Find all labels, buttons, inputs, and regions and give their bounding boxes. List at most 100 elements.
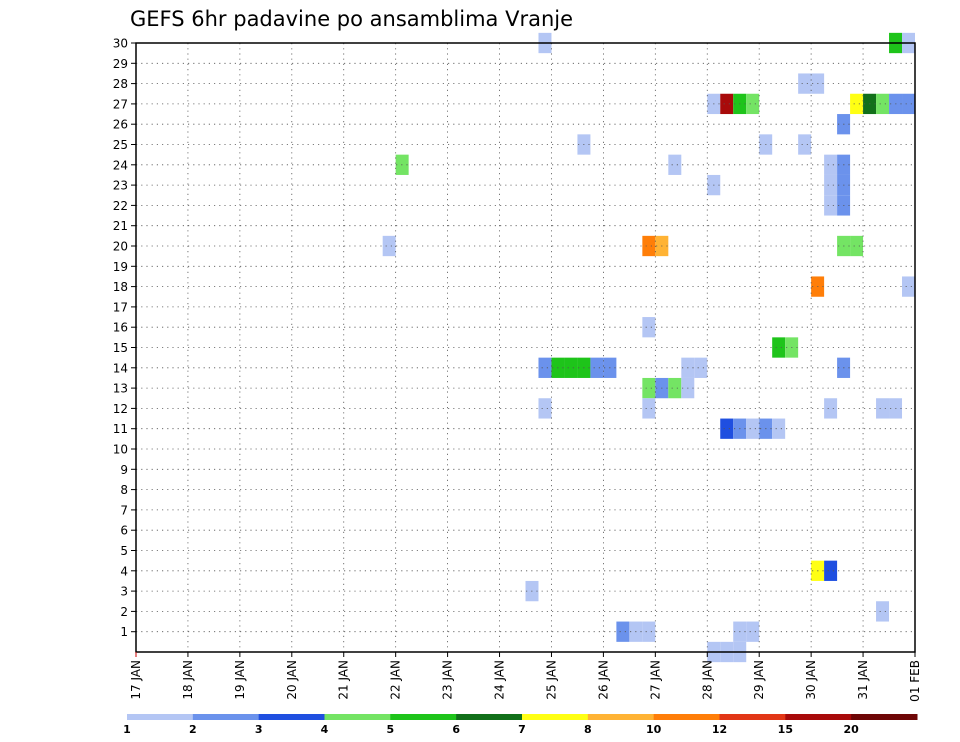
color-legend: 1 2 3 4 5 6 7 8 10 12 15 20 [123, 714, 918, 736]
y-tick-label: 4 [120, 564, 128, 578]
legend-label: 1 [123, 723, 131, 736]
x-tick-label: 25 JAN [544, 660, 558, 700]
legend-label: 7 [518, 723, 526, 736]
legend-swatch [785, 714, 852, 720]
legend-label: 2 [189, 723, 197, 736]
x-tick-label: 19 JAN [233, 660, 247, 700]
y-tick-label: 28 [113, 77, 128, 91]
heatmap-cell [824, 195, 838, 216]
heatmap-cell [720, 418, 734, 439]
heatmap-cell [642, 377, 656, 399]
heatmap-cell [876, 93, 890, 115]
legend-label: 15 [778, 723, 793, 736]
x-tick-label: 29 JAN [752, 660, 766, 700]
y-tick-label: 1 [120, 625, 128, 639]
x-tick-label: 20 JAN [285, 660, 299, 700]
heatmap-cell [902, 276, 915, 297]
y-tick-label: 8 [120, 483, 128, 497]
heatmap-cell [720, 93, 734, 115]
heatmap-cell [590, 357, 604, 378]
heatmap-cell [746, 418, 760, 439]
legend-label: 12 [712, 723, 727, 736]
heatmap-cell [616, 621, 630, 642]
y-tick-label: 23 [113, 179, 128, 193]
heatmap-cell [746, 93, 760, 115]
x-tick-label: 28 JAN [700, 660, 714, 700]
y-tick-label: 15 [113, 341, 128, 355]
heatmap-cell [538, 398, 552, 419]
y-tick-label: 10 [113, 443, 128, 457]
y-tick-label: 5 [120, 544, 128, 558]
heatmap-cell [538, 357, 552, 378]
legend-swatch [192, 714, 260, 720]
x-tick-label: 21 JAN [337, 660, 351, 700]
cells-layer [382, 32, 915, 663]
legend-swatch [324, 714, 391, 720]
legend-swatch [258, 714, 325, 720]
heatmap-cell [642, 621, 656, 642]
legend-label: 6 [452, 723, 460, 736]
heatmap-cell [564, 357, 578, 378]
legend-label: 10 [646, 723, 662, 736]
heatmap-cell [642, 398, 656, 419]
heatmap-cell [642, 317, 656, 338]
y-tick-label: 13 [113, 382, 128, 396]
y-tick-label: 12 [113, 402, 128, 416]
x-tick-label: 31 JAN [856, 660, 870, 700]
y-tick-label: 9 [120, 463, 128, 477]
y-tick-label: 2 [120, 605, 128, 619]
x-tick-label: 18 JAN [181, 660, 195, 700]
x-tick-label: 22 JAN [389, 660, 403, 700]
y-tick-label: 24 [113, 158, 128, 172]
legend-swatch [127, 714, 194, 720]
legend-swatch [587, 714, 655, 720]
x-tick-label: 27 JAN [648, 660, 662, 700]
heatmap-cell [876, 398, 890, 419]
heatmap-cell [850, 93, 864, 115]
chart-title: GEFS 6hr padavine po ansamblima Vranje [130, 7, 573, 31]
y-tick-label: 19 [113, 260, 128, 274]
heatmap-cell [772, 418, 786, 439]
y-tick-label: 3 [120, 585, 128, 599]
x-tick-label: 30 JAN [804, 660, 818, 700]
x-tick-label: 24 JAN [493, 660, 507, 700]
y-tick-label: 25 [113, 138, 128, 152]
heatmap-cell [824, 560, 838, 581]
legend-label: 3 [255, 723, 263, 736]
legend-swatch [390, 714, 457, 720]
y-tick-label: 22 [113, 199, 128, 213]
legend-swatch [653, 714, 720, 720]
y-tick-label: 27 [113, 97, 128, 111]
x-tick-label: 26 JAN [596, 660, 610, 700]
heatmap-cell [824, 398, 838, 419]
y-tick-label: 26 [113, 118, 128, 132]
heatmap-cell [876, 601, 890, 622]
y-tick-label: 29 [113, 57, 128, 71]
x-tick-label: 23 JAN [441, 660, 455, 700]
y-tick-label: 14 [113, 361, 128, 375]
y-tick-label: 21 [113, 219, 128, 233]
legend-swatch [851, 714, 918, 720]
x-tick-label: 01 FEB [908, 660, 922, 702]
y-axis: 1234567891011121314151617181920212223242… [113, 37, 136, 639]
heatmap-cell [668, 154, 682, 175]
legend-label: 4 [321, 723, 329, 736]
legend-label: 5 [387, 723, 395, 736]
legend-swatch [719, 714, 786, 720]
heatmap-cell [902, 93, 915, 115]
heatmap-cell [798, 134, 812, 155]
heatmap-cell [824, 174, 838, 196]
heatmap-cell [382, 235, 396, 257]
heatmap-cell [642, 235, 656, 257]
legend-swatch [456, 714, 523, 720]
legend-label: 8 [584, 723, 592, 736]
heatmap-cell [824, 154, 838, 175]
y-tick-label: 17 [113, 300, 128, 314]
y-tick-label: 20 [113, 240, 128, 254]
y-tick-label: 11 [113, 422, 128, 436]
x-axis: 17 JAN 18 JAN 19 JAN 20 JAN 21 JAN 22 JAN 23 J… [129, 652, 922, 702]
y-tick-label: 16 [113, 321, 128, 335]
y-tick-label: 30 [113, 37, 128, 51]
y-tick-label: 6 [120, 524, 128, 538]
heatmap-cell [668, 377, 682, 399]
